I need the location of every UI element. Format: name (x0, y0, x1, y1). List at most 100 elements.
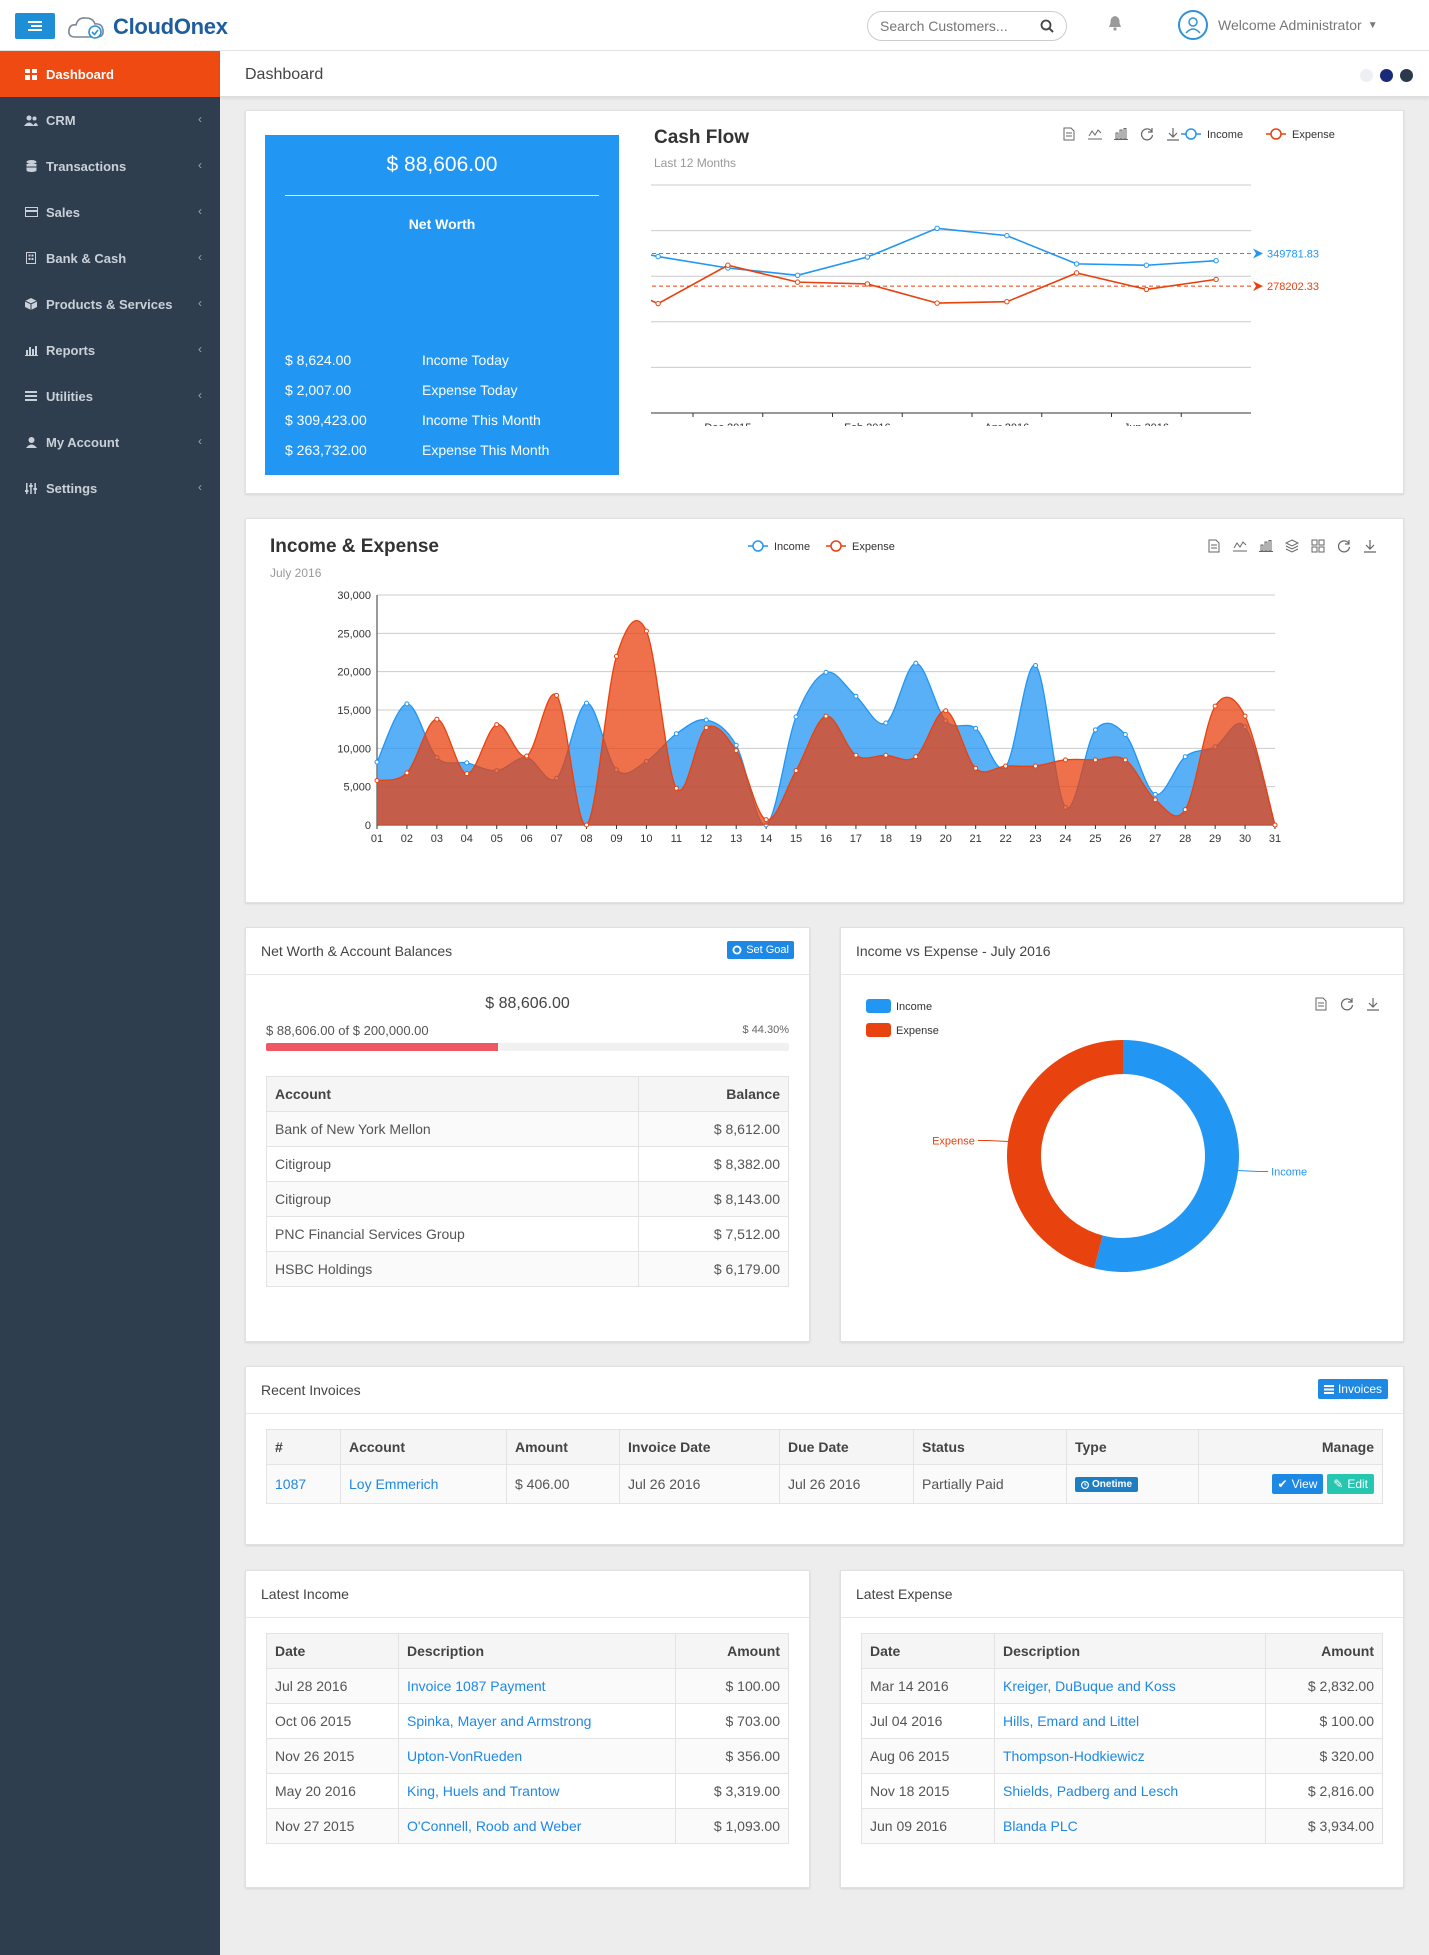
income-description-link[interactable]: Invoice 1087 Payment (407, 1678, 546, 1694)
x-tick-label: 15 (790, 833, 802, 845)
refresh-icon[interactable] (1139, 126, 1155, 142)
download-icon[interactable] (1365, 996, 1381, 1012)
account-name: HSBC Holdings (265, 1251, 640, 1287)
sidebar-item-settings[interactable]: Settings ‹ (0, 465, 220, 511)
bar-chart-icon[interactable] (1258, 538, 1274, 554)
income-amount: $ 100.00 (675, 1668, 789, 1704)
divider (285, 195, 599, 196)
table-row: Oct 06 2015 Spinka, Mayer and Armstrong $ … (266, 1703, 789, 1739)
income-description-link[interactable]: O'Connell, Roob and Weber (407, 1818, 582, 1834)
data-point-income (864, 254, 871, 260)
sidebar-item-utilities[interactable]: Utilities ‹ (0, 373, 220, 419)
sidebar-item-sales[interactable]: Sales ‹ (0, 189, 220, 235)
expense-description-link[interactable]: Shields, Padberg and Lesch (1003, 1783, 1179, 1799)
set-goal-button[interactable]: Set Goal (727, 941, 794, 959)
summary-row: $ 263,732.00 Expense This Month (285, 435, 605, 465)
search-icon[interactable] (1040, 19, 1054, 33)
sidebar-item-dashboard[interactable]: Dashboard (0, 51, 220, 97)
line-chart-icon[interactable] (1087, 126, 1103, 142)
tiled-icon[interactable] (1310, 538, 1326, 554)
expense-description-link[interactable]: Hills, Emard and Littel (1003, 1713, 1140, 1729)
invoice-date: Jul 26 2016 (619, 1464, 780, 1504)
x-tick-label: Apr 2016 (985, 422, 1030, 426)
clock-icon (1081, 1480, 1089, 1489)
stack-icon[interactable] (1284, 538, 1300, 554)
x-tick-label: 04 (461, 833, 473, 845)
invoice-account-link[interactable]: Loy Emmerich (349, 1476, 439, 1492)
data-point-expense (434, 716, 440, 722)
bar-chart-icon[interactable] (1113, 126, 1129, 142)
balance-amount: $ 88,606.00 (485, 995, 570, 1012)
refresh-icon[interactable] (1339, 996, 1355, 1012)
x-tick-label: 20 (940, 833, 952, 845)
account-balance: $ 8,612.00 (638, 1111, 789, 1147)
notification-bell-icon[interactable] (1108, 15, 1122, 34)
income-vs-expense-panel: Income vs Expense - July 2016 Income Expe… (840, 927, 1404, 1342)
sidebar-item-products-services[interactable]: Products & Services ‹ (0, 281, 220, 327)
series-line-expense (651, 264, 1217, 305)
data-view-icon[interactable] (1313, 996, 1329, 1012)
data-point-expense (1092, 757, 1098, 763)
series-line-income (651, 227, 1217, 277)
menu-toggle-button[interactable] (15, 13, 55, 39)
edit-invoice-button[interactable]: ✎ Edit (1327, 1474, 1374, 1494)
x-tick-label: 22 (999, 833, 1011, 845)
legend-expense-label: Expense (852, 541, 895, 553)
cash-flow-chart: IncomeExpense0100,000200,000300,000400,0… (651, 128, 1335, 426)
income-description-link[interactable]: Spinka, Mayer and Armstrong (407, 1713, 592, 1729)
expense-description-link[interactable]: Blanda PLC (1003, 1818, 1078, 1834)
sidebar-item-transactions[interactable]: Transactions ‹ (0, 143, 220, 189)
income-description-link[interactable]: King, Huels and Trantow (407, 1783, 560, 1799)
account-balance: $ 7,512.00 (638, 1216, 789, 1252)
download-icon[interactable] (1165, 126, 1181, 142)
line-chart-icon[interactable] (1232, 538, 1248, 554)
panel-title: Recent Invoices (261, 1382, 361, 1398)
sidebar-item-reports[interactable]: Reports ‹ (0, 327, 220, 373)
panel-header: Recent Invoices Invoices (246, 1367, 1403, 1414)
download-icon[interactable] (1362, 538, 1378, 554)
data-view-icon[interactable] (1206, 538, 1222, 554)
theme-dot-dark[interactable] (1400, 69, 1413, 82)
sidebar-item-label: Bank & Cash (46, 250, 127, 266)
column-header: Account (265, 1076, 640, 1112)
expense-date: Mar 14 2016 (861, 1668, 995, 1704)
panel-title: Latest Expense (856, 1586, 953, 1602)
view-invoice-button[interactable]: ✔ View (1271, 1474, 1324, 1494)
type-badge: Onetime (1075, 1477, 1139, 1493)
list-icon (24, 390, 38, 402)
legend-income-label: Income (1207, 129, 1243, 141)
data-view-icon[interactable] (1061, 126, 1077, 142)
theme-dot-light[interactable] (1360, 69, 1373, 82)
chevron-left-icon: ‹ (198, 158, 202, 172)
search-customers-input[interactable]: Search Customers... (867, 11, 1067, 41)
table-row: Nov 27 2015 O'Connell, Roob and Weber $ 1,… (266, 1808, 789, 1844)
table-row: Nov 26 2015 Upton-VonRueden $ 356.00 (266, 1738, 789, 1774)
data-point-income (584, 700, 590, 706)
expense-description-link[interactable]: Thompson-Hodkiewicz (1003, 1748, 1145, 1764)
pie-slice-income (1094, 1040, 1239, 1272)
invoice-number-link[interactable]: 1087 (275, 1476, 307, 1492)
theme-dot-navy[interactable] (1380, 69, 1393, 82)
chevron-left-icon: ‹ (198, 204, 202, 218)
brand-logo[interactable]: CloudOnex (67, 12, 228, 42)
expense-amount: $ 100.00 (1265, 1703, 1383, 1739)
bar-chart-icon (24, 344, 38, 356)
x-tick-label: Dec 2015 (704, 422, 751, 426)
data-point-expense (374, 778, 380, 784)
x-tick-label: 25 (1089, 833, 1101, 845)
column-header: Due Date (779, 1429, 914, 1465)
expense-description-link[interactable]: Kreiger, DuBuque and Koss (1003, 1678, 1176, 1694)
goal-progress-bar (266, 1043, 789, 1051)
set-goal-label: Set Goal (746, 944, 789, 956)
user-menu[interactable]: Welcome Administrator ▼ (1178, 10, 1378, 40)
data-point-income (973, 725, 979, 731)
sidebar-item-crm[interactable]: CRM ‹ (0, 97, 220, 143)
table-row: Citigroup $ 8,143.00 (265, 1181, 789, 1217)
refresh-icon[interactable] (1336, 538, 1352, 554)
sidebar-item-my-account[interactable]: My Account ‹ (0, 419, 220, 465)
sidebar-item-bank-cash[interactable]: Bank & Cash ‹ (0, 235, 220, 281)
invoices-button[interactable]: Invoices (1317, 1379, 1388, 1399)
income-description-link[interactable]: Upton-VonRueden (407, 1748, 523, 1764)
x-tick-label: 16 (820, 833, 832, 845)
column-header: Manage (1198, 1429, 1383, 1465)
